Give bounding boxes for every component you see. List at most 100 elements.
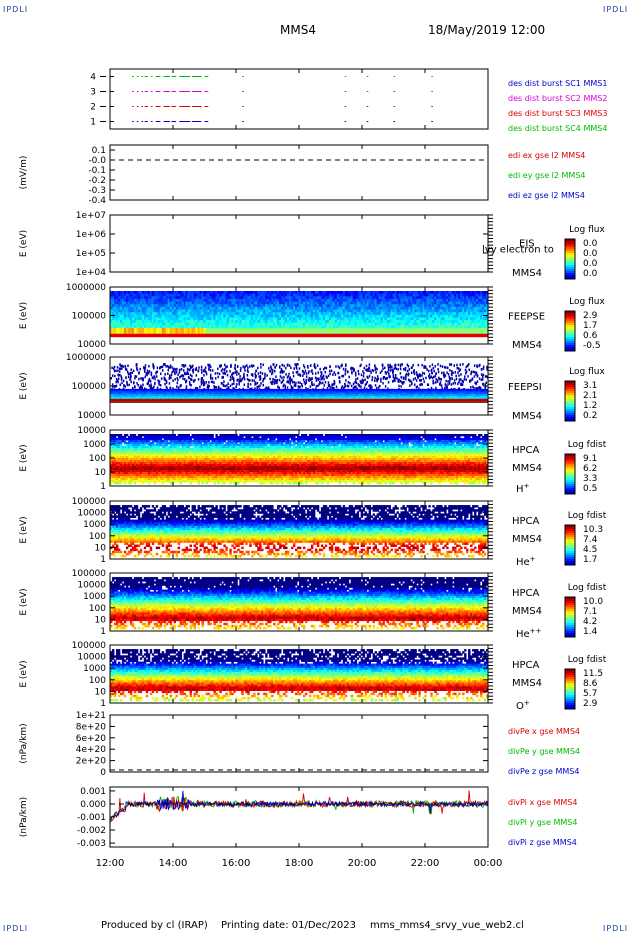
colorbar-tick-label: 0.2	[583, 411, 597, 421]
footer-printing-date: Printing date: 01/Dec/2023	[221, 920, 356, 931]
colorbar-tick-label: 6.2	[583, 464, 597, 474]
colorbar-tick-label: 0.0	[583, 239, 598, 249]
footer-file-name: mms_mms4_srvy_vue_web2.cl	[370, 920, 524, 931]
colorbar-tick-label: 11.5	[583, 669, 603, 679]
y-tick-label: 100	[89, 676, 106, 686]
colorbar-tick-label: 7.1	[583, 607, 597, 617]
spacecraft-label: MMS4	[512, 463, 542, 474]
y-tick-label: -0.3	[88, 186, 106, 196]
y-tick-label: 1000000	[66, 283, 106, 293]
y-tick-label: 10000	[77, 426, 106, 436]
y-axis-label: E (eV)	[19, 372, 29, 399]
y-tick-label: 1e+07	[76, 211, 106, 221]
y-tick-label: -0.001	[77, 813, 106, 823]
colorbar-tick-label: 8.6	[583, 679, 598, 689]
y-tick-label: 100	[89, 532, 106, 542]
colorbar-tick-label: 10.0	[583, 597, 603, 607]
colorbar-title: Log flux	[569, 297, 605, 307]
y-tick-label: 1000000	[66, 353, 106, 363]
colorbar-tick-label: 0.0	[583, 269, 598, 279]
burst-panel-frame	[110, 69, 488, 129]
y-axis-label: (nPa/km)	[19, 723, 29, 763]
legend-entry: des dist burst SC4 MMS4	[508, 124, 607, 133]
y-axis-label: E (eV)	[19, 302, 29, 329]
divpi-series-line	[110, 797, 488, 823]
instrument-label: FEEPSE	[508, 312, 545, 323]
x-tick-label: 16:00	[222, 858, 251, 869]
y-axis-label: E (eV)	[19, 444, 29, 471]
ion-charge-superscript: +	[524, 482, 530, 490]
y-tick-label: 10	[95, 468, 107, 478]
x-tick-label: 14:00	[159, 858, 188, 869]
colorbar-tick-label: 0.6	[583, 331, 598, 341]
y-tick-label: 2	[90, 103, 96, 113]
y-tick-label: 3	[90, 88, 96, 98]
legend-entry: divPe x gse MMS4	[508, 727, 580, 736]
y-tick-label: 0	[100, 768, 106, 778]
colorbar-title: Log fdist	[568, 655, 607, 665]
hpca_o-spectrogram	[110, 649, 488, 701]
x-tick-label: 12:00	[96, 858, 125, 869]
y-tick-label: 6e+20	[76, 734, 107, 744]
x-tick-label: 20:00	[348, 858, 377, 869]
divpe-panel-frame	[110, 715, 488, 772]
y-axis-label: E (eV)	[19, 660, 29, 687]
y-axis-label: (mV/m)	[19, 156, 29, 190]
colorbar-tick-label: 1.7	[583, 555, 597, 565]
instrument-label: HPCA	[512, 445, 540, 456]
colorbar-tick-label: 5.7	[583, 689, 597, 699]
colorbar-tick-label: 2.1	[583, 391, 597, 401]
y-tick-label: 1e+06	[76, 230, 107, 240]
y-tick-label: 100000	[72, 312, 107, 322]
y-tick-label: 10	[95, 543, 107, 553]
instrument-label: FEEPSI	[508, 382, 542, 393]
legend-entry: edi ez gse l2 MMS4	[508, 191, 585, 200]
feepsi-spectrogram	[110, 363, 489, 403]
y-tick-label: 100	[89, 454, 106, 464]
y-tick-label: -0.0	[88, 156, 106, 166]
colorbar-tick-label: 10.3	[583, 525, 603, 535]
y-tick-label: 1	[100, 699, 106, 709]
spacecraft-label: MMS4	[512, 411, 542, 422]
instrument-label: HPCA	[512, 516, 540, 527]
colorbar-tick-label: 0.0	[583, 259, 598, 269]
ion-species-label: H+	[516, 482, 530, 495]
y-tick-label: -0.2	[88, 176, 106, 186]
y-tick-label: 100000	[72, 641, 107, 651]
ion-species-label: He+	[516, 555, 536, 568]
y-tick-label: 10	[95, 615, 107, 625]
y-tick-label: 0.001	[80, 787, 106, 797]
y-tick-label: 1	[100, 627, 106, 637]
y-axis-label: E (eV)	[19, 230, 29, 257]
y-tick-label: 1e+04	[76, 268, 107, 278]
colorbar-title: Log flux	[569, 225, 605, 235]
y-tick-label: 1	[100, 555, 106, 565]
ion-charge-superscript: ++	[530, 627, 542, 635]
y-tick-label: 10000	[77, 411, 106, 421]
ion-species-label: He++	[516, 627, 542, 640]
legend-entry: des dist burst SC1 MMS1	[508, 79, 607, 88]
y-tick-label: 1	[90, 118, 96, 128]
y-tick-label: 0.000	[80, 800, 106, 810]
colorbar-tick-label: 1.2	[583, 401, 597, 411]
legend-entry: divPe z gse MMS4	[508, 767, 579, 776]
y-tick-label: 100000	[72, 497, 107, 507]
spacecraft-label: MMS4	[512, 340, 542, 351]
y-tick-label: -0.1	[88, 166, 106, 176]
colorbar-tick-label: 4.5	[583, 545, 597, 555]
y-tick-label: 4e+20	[76, 745, 107, 755]
ion-species-label: O+	[516, 699, 530, 712]
y-tick-label: 10000	[77, 581, 106, 591]
y-axis-label: E (eV)	[19, 588, 29, 615]
legend-entry: divPi y gse MMS4	[508, 818, 577, 827]
y-tick-label: -0.4	[88, 196, 106, 206]
footer-produced-by: Produced by cl (IRAP)	[101, 920, 208, 931]
legend-entry: divPi z gse MMS4	[508, 838, 577, 847]
colorbar-tick-label: 2.9	[583, 311, 598, 321]
y-tick-label: 2e+20	[76, 757, 107, 767]
spacecraft-label: MMS4	[512, 606, 542, 617]
colorbar-tick-label: 1.4	[583, 627, 598, 637]
hpca_h-spectrogram	[110, 434, 488, 484]
y-tick-label: 0.1	[92, 146, 106, 156]
